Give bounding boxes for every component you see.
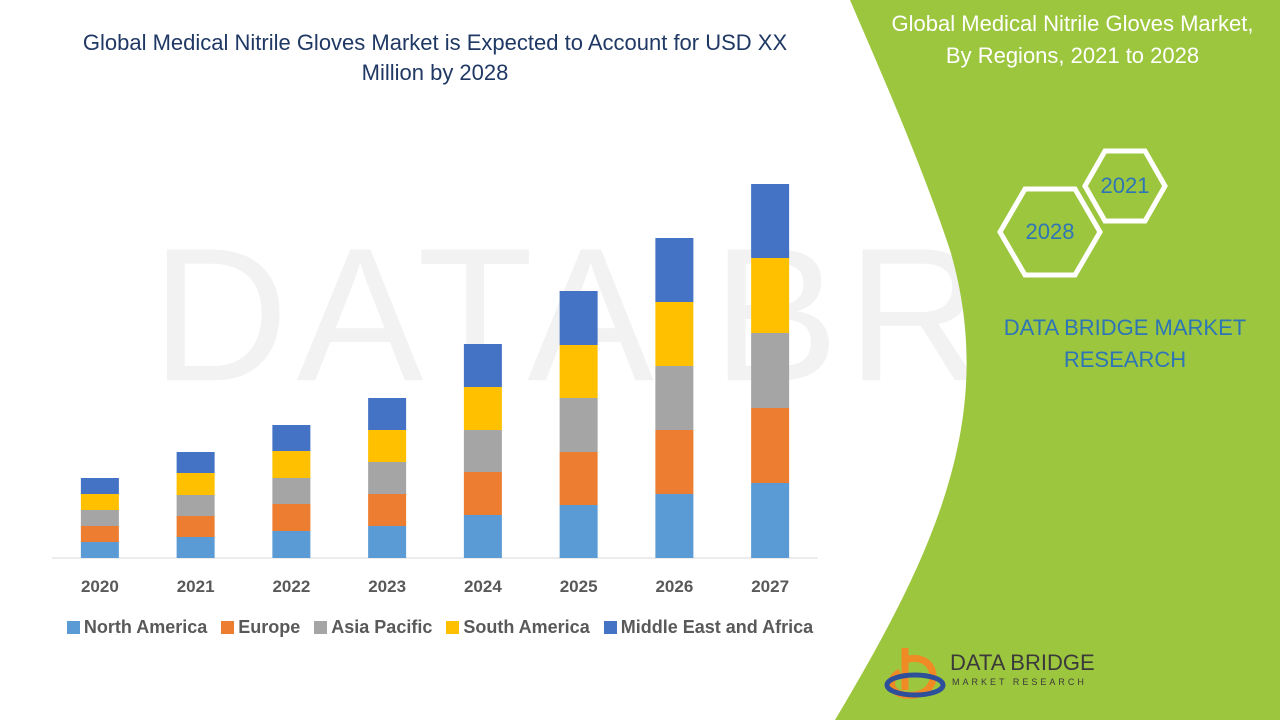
bar-segment	[559, 452, 598, 505]
x-tick-label: 2023	[368, 577, 406, 596]
x-tick-label: 2027	[751, 577, 789, 596]
bar-segment	[176, 495, 215, 516]
legend-item: North America	[66, 617, 208, 638]
legend-swatch	[603, 621, 617, 634]
bar-segment	[80, 526, 119, 542]
logo-tagline: MARKET RESEARCH	[952, 677, 1087, 687]
x-tick-label: 2020	[81, 577, 119, 596]
legend: North America Europe Asia Pacific South Ame…	[55, 617, 825, 638]
bar-segment	[559, 505, 598, 558]
legend-item: Europe	[221, 617, 300, 638]
legend-label: Middle East and Africa	[620, 617, 814, 637]
bar-segment	[751, 483, 790, 558]
x-tick-label: 2024	[464, 577, 502, 596]
bar-segment	[272, 451, 311, 478]
bar-segment	[655, 302, 694, 366]
bar-segment	[80, 494, 119, 510]
x-tick-label: 2026	[655, 577, 693, 596]
legend-swatch	[221, 621, 235, 634]
bar-segment	[559, 345, 598, 398]
bar-segment	[463, 472, 502, 515]
x-tick-label: 2022	[272, 577, 310, 596]
bar-segment	[559, 398, 598, 452]
bar-segment	[655, 366, 694, 430]
bar-segment	[368, 526, 407, 558]
bar-segment	[368, 398, 407, 430]
bar-segment	[176, 452, 215, 473]
bar-segment	[655, 238, 694, 302]
bar-segment	[80, 478, 119, 494]
legend-label: Asia Pacific	[331, 617, 433, 637]
bar-segment	[463, 344, 502, 387]
chart-title: Global Medical Nitrile Gloves Market is …	[82, 30, 788, 85]
hexagon-label: 2028	[1025, 219, 1075, 244]
bar-segment	[751, 333, 790, 408]
legend-swatch	[314, 621, 328, 634]
hexagon-label: 2021	[1100, 173, 1150, 198]
bar-segment	[272, 478, 311, 504]
hexagon	[997, 186, 1103, 278]
bar-segment	[272, 504, 311, 531]
bar-segment	[80, 542, 119, 558]
legend-label: North America	[83, 617, 208, 637]
green-panel	[835, 0, 1280, 720]
bar-segment	[272, 425, 311, 451]
bar-segment	[751, 258, 790, 333]
legend-label: South America	[463, 617, 590, 637]
bar-segment	[655, 494, 694, 558]
bar-segment	[368, 494, 407, 526]
legend-item: Middle East and Africa	[603, 617, 814, 638]
bar-segment	[80, 510, 119, 526]
bar-segment	[176, 473, 215, 495]
bar-segment	[655, 430, 694, 494]
bar-segment	[463, 387, 502, 430]
legend-label: Europe	[238, 617, 301, 637]
bar-segment	[463, 430, 502, 472]
brand-text: DATA BRIDGE MARKET RESEARCH	[1003, 315, 1247, 372]
bar-segment	[176, 516, 215, 537]
legend-item: Asia Pacific	[314, 617, 432, 638]
hexagon	[1082, 148, 1168, 224]
panel-title: Global Medical Nitrile Gloves Market, By…	[891, 11, 1254, 68]
bar-segment	[368, 430, 407, 462]
x-tick-label: 2025	[560, 577, 598, 596]
bar-segment	[463, 515, 502, 558]
legend-item: South America	[446, 617, 590, 638]
logo-name: DATA BRIDGE	[950, 650, 1095, 675]
x-tick-label: 2021	[177, 577, 215, 596]
legend-swatch	[446, 621, 460, 634]
legend-swatch	[66, 621, 80, 634]
bar-segment	[176, 537, 215, 558]
bar-segment	[559, 291, 598, 345]
bar-segment	[751, 184, 790, 258]
bar-segment	[368, 462, 407, 494]
bar-segment	[272, 531, 311, 558]
bar-segment	[751, 408, 790, 483]
logo-ring	[884, 672, 946, 698]
